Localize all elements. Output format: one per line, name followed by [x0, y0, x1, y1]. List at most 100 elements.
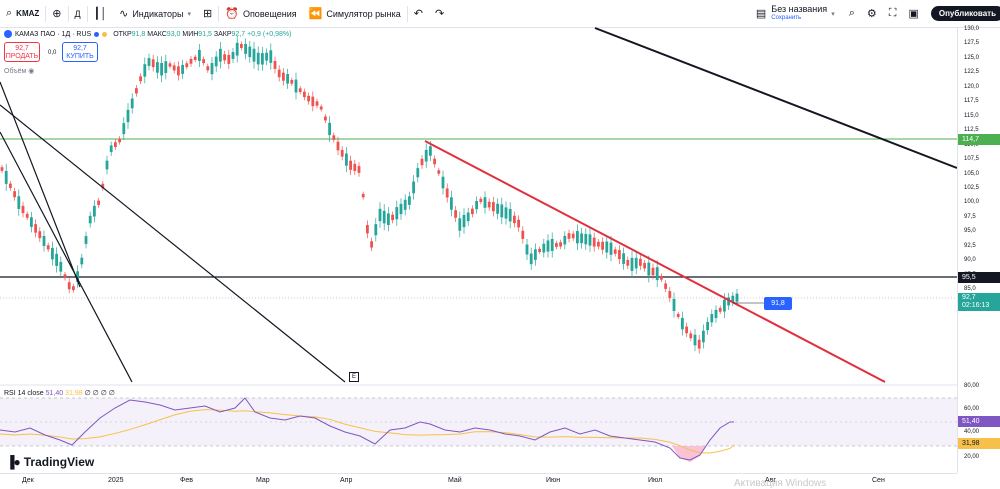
rsi-band: [0, 398, 957, 446]
time-tick: Июн: [546, 477, 561, 484]
candle-body: [445, 188, 449, 198]
candle-body: [727, 297, 730, 306]
redo-icon: ↷: [434, 8, 445, 20]
trendline-black-left-short[interactable]: [0, 81, 81, 288]
search-icon: ⌕: [6, 7, 13, 19]
candle-body: [391, 214, 394, 221]
candle-body: [324, 116, 327, 121]
candle-body: [496, 203, 499, 214]
candle-body: [21, 205, 25, 214]
compare-button[interactable]: ⊕: [46, 0, 67, 28]
trendline-black-upper[interactable]: [594, 27, 958, 169]
candle-body: [59, 261, 63, 272]
candle-body: [147, 58, 151, 66]
candle-body: [248, 46, 252, 58]
candle-body: [13, 191, 16, 198]
sell-button[interactable]: 92,7 ПРОДАТЬ: [4, 42, 40, 62]
trendline-red-descending[interactable]: [424, 140, 886, 383]
rsi-legend[interactable]: RSI 14 close 51,40 31,98 ∅ ∅ ∅ ∅: [4, 389, 115, 397]
price-tick: 95,0: [964, 228, 976, 235]
snapshot-button[interactable]: ▣: [902, 0, 924, 28]
candle-body: [206, 66, 210, 71]
layouts-button[interactable]: ⊞: [197, 0, 218, 28]
candle-body: [332, 135, 336, 140]
candle-body: [202, 59, 205, 64]
eye-icon[interactable]: ◉: [28, 68, 35, 75]
series-title[interactable]: КАМАЗ ПАО · 1Д · RUS: [15, 30, 92, 38]
candles: [0, 35, 739, 354]
chart-type-button[interactable]: ┃│: [88, 0, 114, 28]
publish-button[interactable]: Опубликовать: [930, 6, 1000, 21]
price-tick: 85,0: [964, 286, 976, 293]
tradingview-logo[interactable]: ▐● TradingView: [6, 455, 94, 469]
buy-button[interactable]: 92,7 КУПИТЬ: [62, 42, 98, 62]
price-callout[interactable]: 91,8: [764, 297, 792, 310]
gear-icon: ⚙: [866, 8, 877, 20]
candle-body: [9, 183, 12, 188]
price-tick: 105,0: [964, 170, 980, 177]
candle-body: [634, 257, 638, 269]
settings-button[interactable]: ⚙: [861, 0, 883, 28]
earnings-event-marker[interactable]: E: [349, 372, 359, 382]
time-tick: Авг: [765, 477, 776, 484]
candle-body: [576, 231, 579, 244]
candle-body: [685, 326, 688, 334]
alerts-button[interactable]: ⏰ Оповещения: [219, 0, 302, 28]
candle-body: [437, 170, 441, 174]
layout-title: Без названия: [771, 3, 828, 14]
candle-body: [559, 242, 562, 247]
candle-body: [613, 249, 617, 254]
tv-logo-text: TradingView: [23, 455, 95, 469]
fullscreen-button[interactable]: ⛶: [883, 0, 903, 28]
redo-button[interactable]: ↷: [429, 0, 450, 28]
candle-body: [231, 52, 235, 59]
replay-button[interactable]: ⏪ Симулятор рынка: [303, 0, 407, 28]
candle-body: [88, 215, 92, 224]
layout-menu[interactable]: ▤ Без названия Сохранить ▾: [748, 3, 843, 23]
price-axis[interactable]: 130,0 127,5 125,0 122,5 120,0 117,5 115,0 112,5…: [957, 26, 1000, 473]
candle-body: [286, 74, 289, 84]
plus-circle-icon: ⊕: [52, 8, 62, 20]
divider: [218, 5, 220, 22]
candle-body: [72, 286, 75, 291]
candle-body: [46, 245, 50, 250]
price-tick: 120,0: [964, 83, 980, 90]
price-tick: 130,0: [964, 26, 980, 32]
bar-countdown: 02:16:13: [962, 302, 990, 309]
indicators-button[interactable]: ∿ Индикаторы ▾: [113, 0, 197, 28]
candle-body: [454, 210, 457, 218]
candle-body: [210, 63, 214, 75]
candle-body: [450, 197, 453, 210]
time-axis[interactable]: Дек 2025 Фев Мар Апр Май Июн Июл Авг Сен: [0, 473, 957, 489]
volume-legend[interactable]: Объём ◉: [4, 67, 34, 75]
interval-button[interactable]: Д: [69, 0, 87, 28]
market-status-dot: [94, 31, 100, 37]
publish-area: Опубликовать: [925, 0, 1000, 28]
close-label: ЗАКР: [213, 30, 232, 38]
close-value: 92,7: [231, 30, 246, 38]
rsi-ma-tag: 31,98: [958, 438, 1000, 449]
symbol-search[interactable]: ⌕ KMAZ: [0, 0, 45, 28]
low-label: МИН: [182, 30, 199, 38]
candle-body: [130, 98, 134, 109]
undo-button[interactable]: ↶: [408, 0, 429, 28]
trendline-black-left[interactable]: [0, 131, 133, 383]
candle-body: [349, 160, 352, 170]
candle-body: [529, 253, 533, 265]
trendline-black-mid[interactable]: [0, 104, 346, 383]
candle-body: [345, 153, 348, 166]
chevron-down-icon: ▾: [187, 10, 192, 18]
divider: [86, 5, 88, 22]
candle-body: [261, 53, 264, 65]
candle-body: [164, 61, 168, 74]
price-tick: 125,0: [964, 54, 980, 61]
candle-body: [265, 52, 268, 61]
candle-body: [185, 63, 189, 68]
quick-search-button[interactable]: ⌕: [843, 0, 861, 28]
candle-body: [370, 241, 373, 248]
candle-body: [672, 299, 676, 311]
time-tick: Сен: [872, 477, 885, 484]
sell-price: 92,7: [15, 45, 29, 52]
candle-body: [101, 183, 105, 189]
